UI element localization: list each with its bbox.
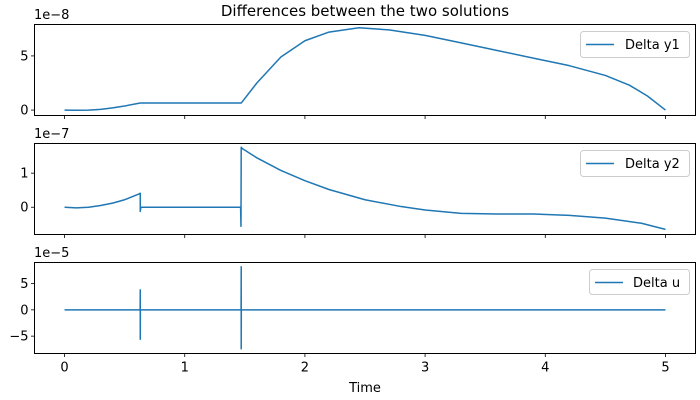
legend: Delta u bbox=[589, 269, 690, 295]
series-delta-y2 bbox=[64, 146, 666, 231]
y-axis-ticks: −5 0 5 bbox=[9, 277, 35, 345]
offset-label: 1e−7 bbox=[34, 127, 69, 142]
series-delta-y1 bbox=[64, 27, 666, 112]
figure-title: Differences between the two solutions bbox=[221, 2, 509, 20]
y-tick-label: 0 bbox=[20, 104, 28, 119]
x-tick-label: 2 bbox=[301, 361, 309, 376]
legend-label: Delta y1 bbox=[625, 38, 680, 53]
x-tick-label: 3 bbox=[421, 361, 429, 376]
data-line bbox=[64, 265, 666, 350]
axes-frame bbox=[34, 262, 696, 354]
y-tick-label: −5 bbox=[9, 330, 28, 345]
x-axis-label: Time bbox=[348, 381, 381, 396]
axes-frame bbox=[34, 143, 696, 235]
y-axis-ticks: 01 bbox=[20, 167, 35, 216]
data-line bbox=[64, 146, 666, 231]
axes-delta-u: 1e−5 −5 0 5 0 1 2 3 4 5 Delta u Time bbox=[9, 246, 696, 396]
series-delta-u bbox=[64, 265, 666, 350]
x-tick-label: 0 bbox=[60, 361, 68, 376]
legend-box bbox=[580, 31, 690, 58]
offset-label: 1e−5 bbox=[34, 246, 69, 261]
legend-box bbox=[589, 269, 690, 295]
axes-delta-y2: 1e−7 01 Delta y2 bbox=[20, 127, 696, 238]
x-tick-label: 4 bbox=[541, 361, 549, 376]
axes-frame bbox=[34, 24, 696, 116]
x-axis-ticks: 0 1 2 3 4 5 bbox=[60, 353, 670, 376]
x-axis-ticks bbox=[64, 115, 666, 119]
data-line bbox=[64, 27, 666, 112]
y-tick-label: 0 bbox=[20, 303, 28, 318]
legend: Delta y2 bbox=[580, 150, 690, 177]
y-axis-ticks: 05 bbox=[20, 49, 35, 119]
y-tick-label: 1 bbox=[20, 167, 28, 182]
legend: Delta y1 bbox=[580, 31, 690, 58]
x-axis-ticks bbox=[64, 234, 666, 238]
legend-label: Delta y2 bbox=[625, 157, 680, 172]
legend-label: Delta u bbox=[633, 276, 680, 291]
x-tick-label: 1 bbox=[181, 361, 189, 376]
y-tick-label: 0 bbox=[20, 201, 28, 216]
axes-delta-y1: 1e−8 05 Delta y1 bbox=[20, 8, 696, 119]
legend-box bbox=[580, 150, 690, 177]
y-tick-label: 5 bbox=[20, 49, 28, 64]
y-tick-label: 5 bbox=[20, 277, 28, 292]
offset-label: 1e−8 bbox=[34, 8, 69, 23]
x-tick-label: 5 bbox=[661, 361, 669, 376]
